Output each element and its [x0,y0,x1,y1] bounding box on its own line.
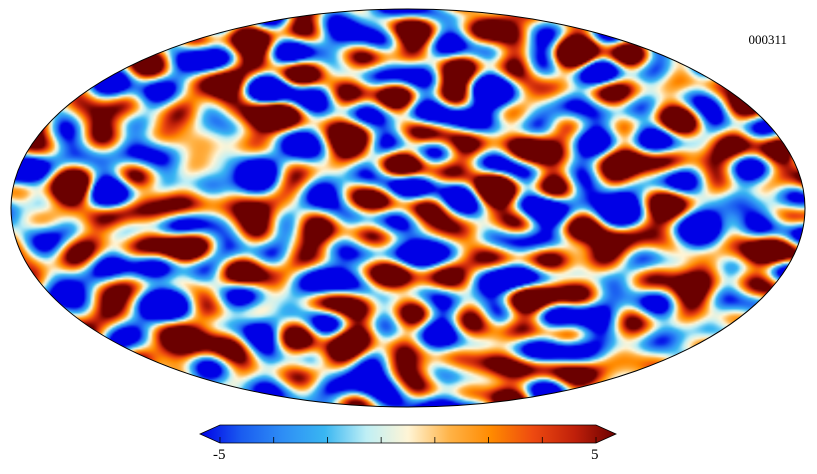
temperature-field [11,9,805,407]
colorbar-body [199,424,617,444]
colorbar [199,424,617,444]
map-outline [10,8,806,408]
colorbar-ticks [219,437,597,443]
colorbar-max-label: 5 [591,447,599,463]
colorbar-min-label: -5 [213,447,226,463]
map-id-label: 000311 [748,32,787,47]
field-image [11,9,805,407]
